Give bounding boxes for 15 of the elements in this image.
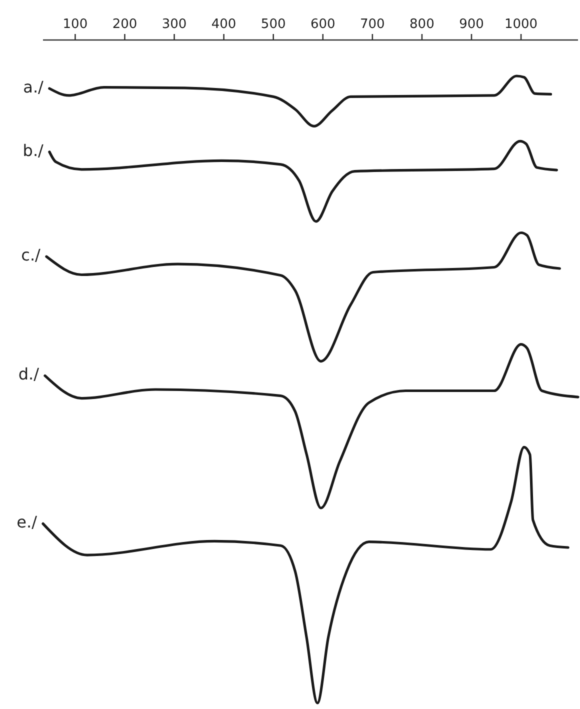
series-label: a./ xyxy=(23,78,44,97)
x-tick-label: 700 xyxy=(360,17,385,32)
x-tick-label: 1000 xyxy=(504,17,538,32)
x-tick-label: 800 xyxy=(410,17,434,32)
x-tick-label: 200 xyxy=(112,17,138,32)
x-tick-label: 100 xyxy=(62,17,88,32)
series-label: c./ xyxy=(21,246,42,265)
x-tick-label: 400 xyxy=(211,17,236,32)
x-tick-label: 900 xyxy=(459,17,484,32)
series-label: e./ xyxy=(16,512,38,532)
series-label: d./ xyxy=(18,364,40,384)
x-tick-label: 600 xyxy=(310,17,336,32)
x-tick-label: 300 xyxy=(162,17,187,32)
series-label: b./ xyxy=(22,140,44,160)
x-tick-label: 500 xyxy=(260,17,286,32)
